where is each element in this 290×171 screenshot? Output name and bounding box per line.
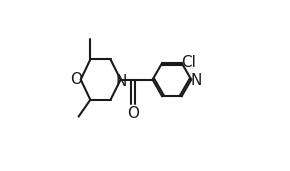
Text: Cl: Cl <box>181 55 196 70</box>
Text: N: N <box>116 74 127 89</box>
Text: O: O <box>127 106 139 121</box>
Text: N: N <box>191 73 202 88</box>
Text: O: O <box>70 72 82 87</box>
